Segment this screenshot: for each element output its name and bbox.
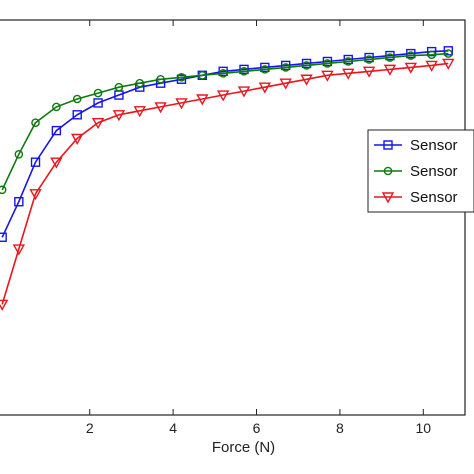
legend-label: Sensor — [410, 189, 458, 206]
data-point-circle — [444, 49, 453, 58]
series-3 — [0, 58, 455, 311]
data-point-square — [239, 64, 249, 75]
data-point-triangle — [196, 94, 209, 106]
legend: Sensor Sensor Sensor — [367, 129, 474, 213]
data-point-triangle — [258, 82, 272, 94]
series-line — [1, 50, 449, 238]
data-point-circle — [218, 69, 228, 78]
data-point-circle — [281, 63, 291, 72]
data-point-square — [364, 52, 374, 63]
legend-entry: Sensor — [374, 189, 458, 206]
data-point-square — [385, 50, 395, 61]
data-point-triangle — [362, 66, 376, 78]
data-point-square — [14, 196, 24, 207]
data-point-circle — [156, 74, 165, 84]
data-point-triangle — [279, 78, 292, 90]
x-axis-title: Force (N) — [212, 439, 275, 456]
legend-label: Sensor — [410, 137, 458, 154]
data-point-square — [51, 125, 62, 136]
series-line — [1, 52, 449, 191]
data-point-triangle — [425, 60, 438, 72]
legend-entry: Sensor — [374, 163, 458, 180]
legend-entry: Sensor — [374, 137, 458, 154]
data-point-triangle — [112, 110, 126, 122]
data-point-square — [406, 48, 416, 59]
x-tick-label: 8 — [336, 420, 344, 436]
series-line — [1, 62, 449, 305]
data-point-triangle — [0, 299, 9, 311]
data-point-square — [72, 110, 82, 120]
data-point-circle — [260, 65, 270, 74]
data-point-circle — [198, 71, 207, 80]
data-point-square — [218, 66, 228, 77]
data-point-circle — [302, 61, 311, 70]
series-2 — [0, 49, 453, 195]
data-point-triangle — [321, 70, 334, 82]
x-tick-label: 2 — [86, 420, 94, 436]
data-point-circle — [72, 94, 82, 104]
data-point-triangle — [12, 244, 26, 256]
data-point-triangle — [91, 117, 105, 130]
data-point-circle — [364, 55, 374, 64]
data-point-circle — [385, 53, 395, 62]
data-point-circle — [52, 102, 61, 112]
data-point-triangle — [237, 86, 251, 98]
axes-layer: 2 4 6 8 10 — [86, 20, 431, 436]
data-point-triangle — [300, 74, 313, 86]
data-point-circle — [114, 82, 124, 92]
plot-frame — [0, 19, 466, 416]
legend-label: Sensor — [410, 163, 458, 180]
data-point-triangle — [404, 62, 417, 74]
data-point-square — [260, 62, 270, 73]
data-point-triangle — [50, 157, 63, 169]
series-1 — [0, 46, 454, 242]
data-point-circle — [239, 67, 249, 76]
x-tick-label: 4 — [169, 420, 177, 436]
data-point-triangle — [442, 58, 455, 70]
data-point-square — [426, 46, 437, 57]
data-point-triangle — [175, 98, 188, 110]
data-point-circle — [406, 51, 416, 60]
data-point-circle — [14, 149, 24, 159]
data-point-circle — [31, 118, 40, 127]
series-layer — [0, 46, 455, 311]
data-point-circle — [427, 50, 436, 60]
data-point-circle — [177, 72, 186, 82]
data-point-square — [176, 74, 187, 84]
data-point-circle — [323, 59, 332, 68]
data-point-triangle — [29, 189, 42, 201]
data-point-square — [322, 56, 333, 67]
data-point-circle — [343, 57, 353, 66]
data-point-square — [0, 232, 7, 242]
data-point-square — [281, 60, 291, 71]
data-point-square — [343, 54, 353, 65]
data-point-triangle — [154, 102, 167, 114]
data-point-square — [383, 140, 393, 150]
data-point-circle — [383, 166, 393, 176]
data-point-square — [443, 46, 454, 56]
data-point-triangle — [381, 192, 395, 204]
data-point-circle — [93, 88, 103, 98]
plot-area — [0, 19, 466, 416]
data-point-square — [93, 98, 103, 108]
x-tick-label: 6 — [253, 420, 261, 436]
data-point-triangle — [133, 106, 146, 118]
data-point-circle — [0, 185, 7, 195]
x-tick-label: 10 — [416, 420, 432, 436]
data-point-triangle — [342, 68, 355, 80]
data-point-triangle — [216, 90, 230, 102]
data-point-triangle — [71, 133, 84, 145]
data-point-square — [30, 157, 41, 167]
data-point-square — [301, 58, 312, 69]
data-point-circle — [135, 78, 145, 88]
data-point-triangle — [383, 64, 397, 76]
